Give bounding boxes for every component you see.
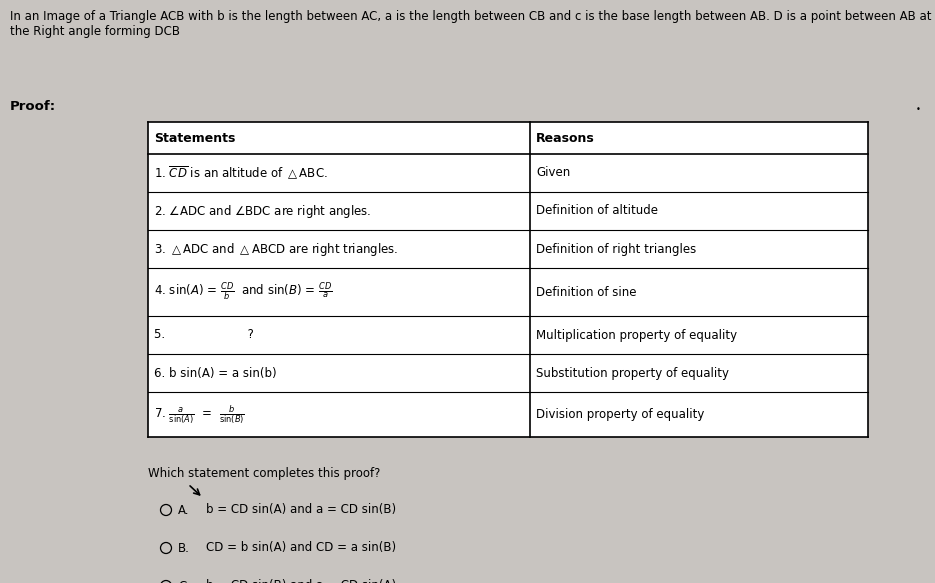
Text: 1. $\overline{CD}$ is an altitude of $\triangle$ABC.: 1. $\overline{CD}$ is an altitude of $\t… xyxy=(154,164,328,182)
Text: Which statement completes this proof?: Which statement completes this proof? xyxy=(148,467,381,480)
Text: C.: C. xyxy=(178,580,190,583)
Text: CD = b sin(A) and CD = a sin(B): CD = b sin(A) and CD = a sin(B) xyxy=(206,542,396,554)
Text: •: • xyxy=(916,105,921,114)
Text: b = CD sin(A) and a = CD sin(B): b = CD sin(A) and a = CD sin(B) xyxy=(206,504,396,517)
Text: Definition of right triangles: Definition of right triangles xyxy=(536,243,697,255)
Text: 4. $\sin(A)$ = $\frac{CD}{b}$  and $\sin(B)$ = $\frac{CD}{a}$: 4. $\sin(A)$ = $\frac{CD}{b}$ and $\sin(… xyxy=(154,281,333,303)
Text: Statements: Statements xyxy=(154,132,236,145)
Text: 3. $\triangle$ADC and $\triangle$ABCD are right triangles.: 3. $\triangle$ADC and $\triangle$ABCD ar… xyxy=(154,241,398,258)
Text: Division property of equality: Division property of equality xyxy=(536,408,704,421)
Text: Proof:: Proof: xyxy=(10,100,56,113)
Text: Substitution property of equality: Substitution property of equality xyxy=(536,367,729,380)
Text: 2. $\angle$ADC and $\angle$BDC are right angles.: 2. $\angle$ADC and $\angle$BDC are right… xyxy=(154,202,371,220)
Text: Definition of sine: Definition of sine xyxy=(536,286,637,298)
Text: 7. $\frac{a}{\sin(A)}$  =  $\frac{b}{\sin(B)}$: 7. $\frac{a}{\sin(A)}$ = $\frac{b}{\sin(… xyxy=(154,403,245,426)
Text: Reasons: Reasons xyxy=(536,132,595,145)
Text: In an Image of a Triangle ACB with b is the length between AC, a is the length b: In an Image of a Triangle ACB with b is … xyxy=(10,10,931,38)
Text: Given: Given xyxy=(536,167,570,180)
Text: b = CD sin(B) and a = CD sin(A): b = CD sin(B) and a = CD sin(A) xyxy=(206,580,396,583)
Text: 6. b sin(A) = a sin(b): 6. b sin(A) = a sin(b) xyxy=(154,367,277,380)
Text: A.: A. xyxy=(178,504,190,517)
Text: 5.                      ?: 5. ? xyxy=(154,328,254,342)
Text: Multiplication property of equality: Multiplication property of equality xyxy=(536,328,737,342)
Text: Definition of altitude: Definition of altitude xyxy=(536,205,658,217)
Bar xyxy=(148,122,868,437)
Text: B.: B. xyxy=(178,542,190,554)
